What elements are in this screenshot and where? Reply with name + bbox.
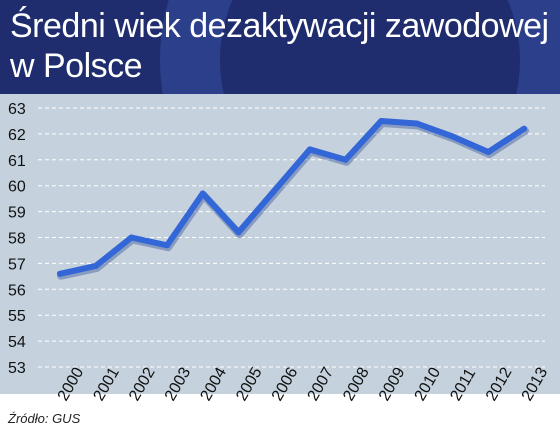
y-tick-label: 60	[8, 179, 26, 196]
data-point-2000	[57, 270, 63, 277]
data-point-2008	[342, 156, 349, 163]
x-tick-label: 2011	[447, 366, 479, 404]
y-tick-label: 62	[8, 127, 26, 144]
x-tick-label: 2001	[90, 365, 123, 404]
x-tick-label: 2008	[340, 365, 373, 404]
x-tick-label: 2010	[412, 365, 445, 404]
x-tick-label: 2013	[519, 365, 552, 404]
x-tick-label: 2005	[233, 365, 266, 404]
y-axis-ticks: 53 54 55 56 57 58 59 60 61 62 63	[8, 101, 26, 377]
y-tick-label: 61	[8, 153, 26, 170]
data-point-2013	[521, 125, 527, 132]
y-tick-label: 54	[8, 334, 26, 351]
y-tick-label: 63	[8, 101, 26, 118]
x-tick-label: 2000	[55, 365, 88, 404]
grid-lines	[38, 107, 545, 368]
banner-watermark-ring	[160, 0, 560, 94]
data-point-2006	[271, 187, 278, 194]
x-tick-label: 2012	[483, 365, 516, 404]
y-tick-label: 53	[8, 360, 26, 377]
data-point-2002	[128, 234, 135, 241]
data-point-2007	[306, 146, 313, 153]
data-point-2005	[235, 229, 242, 236]
title-banner: Średni wiek dezaktywacji zawodowej w Pol…	[0, 0, 560, 94]
x-tick-label: 2006	[269, 365, 302, 404]
x-tick-label: 2003	[162, 365, 195, 404]
series-line-shadow	[57, 118, 529, 280]
data-point-2004	[199, 190, 206, 197]
y-tick-label: 59	[8, 205, 26, 222]
data-point-2001	[92, 262, 99, 269]
source-note: Źródło: GUS	[8, 411, 81, 426]
x-axis-ticks: 2000 2001 2002 2003 2004 2005 2006 2007 2008 2009…	[55, 365, 552, 404]
data-point-2009	[378, 117, 385, 124]
x-tick-label: 2002	[126, 365, 159, 404]
data-point-2010	[413, 120, 420, 127]
x-tick-label: 2009	[376, 365, 409, 404]
y-tick-label: 55	[8, 308, 26, 325]
series-line	[57, 117, 527, 277]
y-tick-label: 57	[8, 256, 26, 273]
x-tick-label: 2007	[305, 365, 338, 404]
data-point-2003	[164, 242, 171, 249]
data-point-2012	[485, 149, 492, 156]
data-point-2011	[449, 133, 456, 140]
chart-title: Średni wiek dezaktywacji zawodowej w Pol…	[10, 7, 549, 85]
y-tick-label: 58	[8, 231, 26, 248]
series-group	[57, 117, 529, 280]
x-tick-label: 2004	[198, 365, 231, 404]
y-tick-label: 56	[8, 282, 26, 299]
